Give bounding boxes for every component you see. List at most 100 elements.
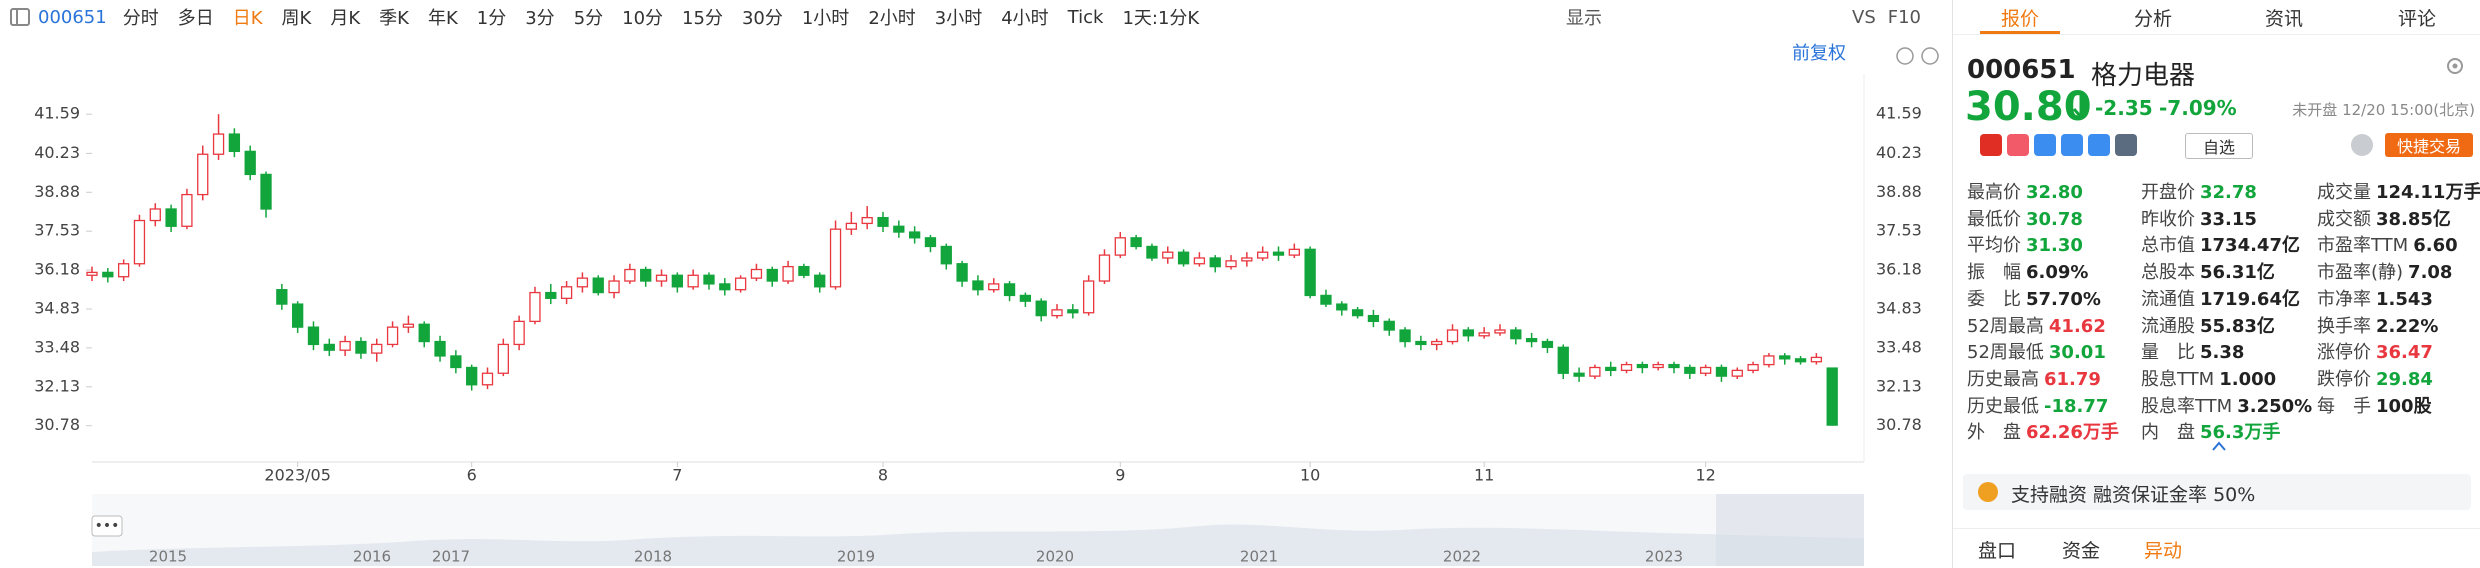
- candle-body: [1510, 329, 1522, 340]
- toolbar-button[interactable]: F10: [1887, 6, 1922, 28]
- x-tick-label: 11: [1474, 466, 1494, 485]
- candle-body: [1810, 356, 1823, 363]
- navigator-year: 2023: [1645, 548, 1683, 566]
- candle-body: [1336, 303, 1348, 311]
- stat-label: 平均价: [1967, 235, 2021, 257]
- toolbar-button[interactable]: 显示: [1566, 8, 1602, 29]
- period-tab[interactable]: 年K: [427, 8, 458, 29]
- period-tab[interactable]: 30分: [741, 8, 783, 29]
- candle-body: [782, 265, 794, 282]
- watch-button[interactable]: 自选: [2185, 133, 2253, 159]
- stat-label: 委 比: [1967, 288, 2021, 310]
- icon-connect[interactable]: [2034, 134, 2056, 156]
- period-tab[interactable]: 4小时: [1001, 8, 1049, 29]
- tab-underline: [1980, 31, 2060, 34]
- quote-change: -2.35: [2095, 96, 2153, 120]
- icon-note[interactable]: [2115, 134, 2137, 156]
- navigator-window[interactable]: [1716, 494, 1864, 566]
- period-tab[interactable]: 1分: [476, 8, 507, 29]
- quote-tab[interactable]: 分析: [2133, 8, 2173, 30]
- stat-value: 33.15: [2200, 208, 2257, 230]
- candle-body: [1557, 346, 1569, 374]
- stat-cell: 开盘价 32.78: [2141, 178, 2257, 204]
- candle-body: [734, 277, 747, 291]
- y-tick-label: 32.13: [34, 376, 80, 395]
- watch-label[interactable]: 自选: [2202, 138, 2235, 157]
- stock-code[interactable]: 000651: [38, 6, 107, 28]
- stat-value: 1.000: [2219, 368, 2277, 390]
- stat-cell: 昨收价 33.15: [2141, 205, 2257, 231]
- quote-tab[interactable]: 报价: [2000, 8, 2040, 30]
- candle-body: [1114, 237, 1126, 256]
- icon-margin[interactable]: [2007, 134, 2029, 156]
- candle-body: [861, 216, 873, 225]
- stat-value: 3.250%: [2237, 395, 2313, 417]
- period-tab[interactable]: Tick: [1067, 6, 1104, 28]
- period-tab[interactable]: 多日: [177, 8, 214, 29]
- stat-label: 最高价: [1967, 182, 2021, 203]
- icon-bell[interactable]: [2351, 134, 2373, 156]
- toolbar-right: 显示 VS F10: [1566, 0, 1933, 34]
- stat-cell: 52周最低 30.01: [1967, 338, 2106, 364]
- period-tab[interactable]: 15分: [682, 8, 723, 29]
- bottom-divider: [1953, 528, 2480, 529]
- bottom-tab[interactable]: 资金: [2061, 540, 2101, 562]
- candle-body: [133, 219, 146, 265]
- stat-cell: 平均价 31.30: [1967, 231, 2083, 257]
- period-tab[interactable]: 季K: [379, 8, 409, 29]
- settings-icon[interactable]: [2443, 54, 2467, 78]
- bottom-tab[interactable]: 盘口: [1977, 540, 2017, 562]
- icon-s[interactable]: [2061, 134, 2083, 156]
- candle-body: [687, 274, 699, 288]
- period-tab[interactable]: 分时: [122, 8, 159, 29]
- expand-chevron[interactable]: [2211, 440, 2227, 452]
- candle-body: [1003, 283, 1016, 297]
- stat-label: 流通股: [2141, 315, 2195, 337]
- icon-tag[interactable]: [2088, 134, 2110, 156]
- x-tick-label: 9: [1115, 466, 1125, 485]
- candle-body: [1067, 309, 1079, 314]
- period-tab[interactable]: 10分: [622, 8, 664, 29]
- zoom-out[interactable]: [1896, 47, 1914, 65]
- candle-body: [671, 274, 683, 288]
- navigator-year: 2016: [353, 548, 391, 566]
- period-tab[interactable]: 5分: [573, 8, 604, 29]
- toolbar: 000651 分时 多日 日K 周K 月K 季K 年K 1分 3分 5分 10分 15分 30分 1小时 2…: [0, 0, 1950, 34]
- period-tab[interactable]: 日K: [232, 8, 263, 29]
- period-tab[interactable]: 1天:1分K: [1122, 8, 1200, 29]
- candle-body: [1320, 294, 1332, 305]
- quote-tab[interactable]: 评论: [2397, 8, 2437, 30]
- stat-value: 124.11万手: [2376, 182, 2480, 203]
- candle-body: [355, 340, 367, 354]
- period-tab[interactable]: 3小时: [934, 8, 983, 29]
- candle-body: [1351, 309, 1364, 317]
- stat-cell: 涨停价 36.47: [2317, 338, 2433, 364]
- candle-body: [798, 265, 810, 276]
- adjust-mode[interactable]: 前复权: [1792, 43, 1846, 64]
- period-tab[interactable]: 2小时: [868, 8, 916, 29]
- stat-value: 41.62: [2048, 315, 2106, 337]
- candle-body: [576, 277, 589, 288]
- y-tick-label-right: 34.83: [1876, 298, 1922, 317]
- period-tab[interactable]: 3分: [525, 8, 555, 29]
- candle-body: [86, 271, 98, 276]
- candle-body: [1193, 257, 1206, 265]
- y-tick-label-right: 38.88: [1876, 182, 1922, 201]
- stat-cell: 总市值 1734.47亿: [2141, 231, 2300, 257]
- trade-button[interactable]: 快捷交易: [2385, 133, 2473, 157]
- period-tab[interactable]: 1小时: [801, 8, 850, 29]
- candle-body: [1446, 329, 1459, 343]
- bottom-tab[interactable]: 异动: [2143, 540, 2183, 562]
- candle-body: [1098, 254, 1111, 282]
- stat-label: 52周最低: [1967, 342, 2044, 364]
- navigator-menu[interactable]: [91, 515, 123, 537]
- quote-tab[interactable]: 资讯: [2264, 8, 2304, 30]
- period-tab[interactable]: 月K: [330, 8, 361, 29]
- toolbar-button[interactable]: VS: [1852, 6, 1876, 28]
- y-tick-label-right: 41.59: [1876, 104, 1922, 123]
- trade-label[interactable]: 快捷交易: [2396, 137, 2461, 156]
- stat-label: 换手率: [2317, 315, 2371, 337]
- y-tick-label-right: 33.48: [1876, 337, 1922, 356]
- zoom-in[interactable]: [1921, 47, 1939, 65]
- period-tab[interactable]: 周K: [281, 8, 312, 29]
